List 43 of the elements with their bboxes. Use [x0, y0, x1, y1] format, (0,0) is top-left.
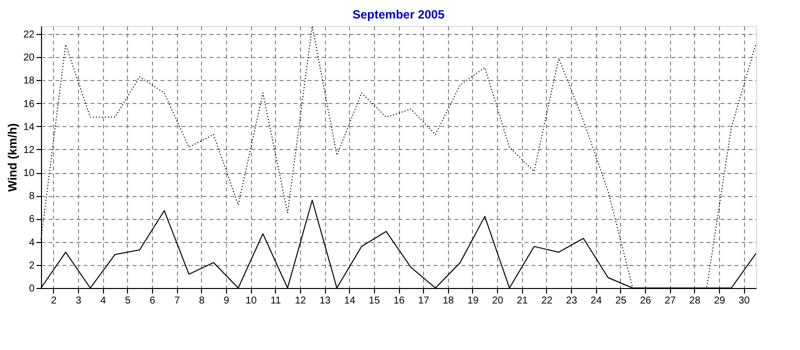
x-tick-label: 15	[368, 296, 380, 306]
x-tick-label: 19	[467, 296, 479, 306]
x-tick-label: 13	[319, 296, 332, 306]
x-tick-label: 18	[442, 296, 454, 306]
x-tick-label: 12	[294, 296, 306, 306]
x-tick-label: 28	[689, 296, 701, 306]
x-tick-label: 3	[76, 296, 82, 306]
chart-title: September 2005	[352, 8, 445, 22]
x-tick-label: 30	[738, 296, 750, 306]
y-tick-label: 18	[23, 76, 35, 87]
x-tick-label: 20	[492, 296, 504, 306]
x-tick-label: 5	[125, 296, 132, 306]
y-tick-label: 2	[28, 260, 35, 272]
y-tick-label: 20	[23, 52, 35, 64]
x-tick-label: 14	[344, 296, 356, 306]
x-tick-label: 11	[270, 296, 282, 306]
y-tick-label: 6	[28, 214, 35, 226]
x-tick-label: 27	[664, 296, 676, 306]
x-tick-label: 10	[246, 296, 258, 306]
y-tick-label: 0	[28, 284, 35, 294]
x-tick-label: 22	[541, 296, 553, 306]
x-tick-label: 7	[174, 296, 180, 306]
x-tick-label: 4	[100, 296, 106, 306]
x-tick-label: 26	[640, 296, 652, 306]
x-tick-label: 9	[224, 296, 230, 306]
x-tick-label: 23	[566, 296, 578, 306]
x-tick-label: 17	[418, 296, 430, 306]
x-tick-label: 29	[714, 296, 726, 306]
x-tick-label: 6	[150, 296, 156, 306]
y-tick-label: 16	[23, 98, 35, 110]
y-tick-label: 10	[23, 168, 35, 180]
y-tick-label: 14	[23, 122, 35, 133]
x-tick-label: 25	[615, 296, 627, 306]
y-axis-title: Wind (km/h)	[5, 123, 20, 192]
x-tick-label: 24	[590, 296, 602, 306]
y-tick-label: 4	[28, 237, 35, 248]
y-tick-label: 22	[23, 30, 35, 41]
y-tick-label: 8	[28, 191, 35, 202]
x-tick-label: 8	[198, 296, 205, 306]
x-tick-label: 16	[393, 296, 405, 306]
y-tick-label: 12	[23, 145, 35, 156]
x-tick-label: 21	[516, 296, 528, 306]
x-tick-label: 2	[51, 296, 58, 306]
